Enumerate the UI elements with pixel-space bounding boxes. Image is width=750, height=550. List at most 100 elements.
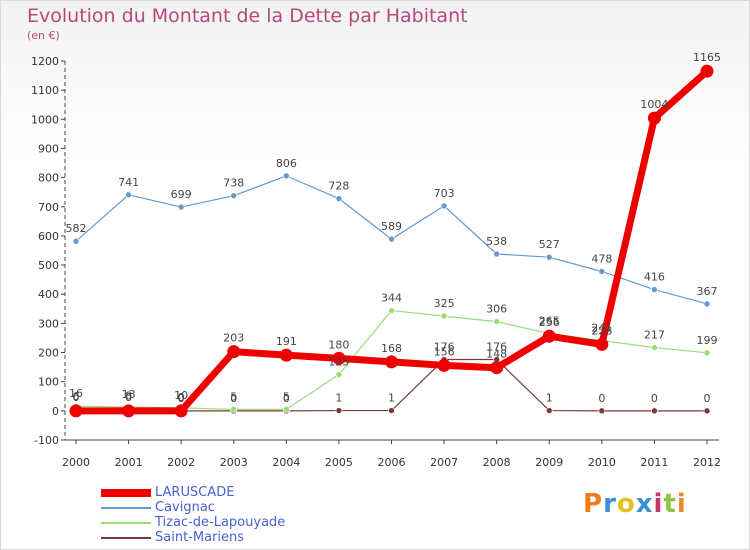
legend-label: LARUSCADE <box>155 485 235 500</box>
data-label-cavignac: 582 <box>66 222 87 235</box>
data-label-saint-mariens: 0 <box>283 392 290 405</box>
x-tick-label: 2010 <box>588 456 616 469</box>
x-tick-label: 2006 <box>378 456 406 469</box>
legend-label: Cavignac <box>155 500 215 515</box>
logo-letter: r <box>603 489 617 519</box>
x-tick-label: 2002 <box>167 456 195 469</box>
data-point-tizac-de-lapouyade <box>335 371 343 378</box>
y-tick-label: 900 <box>38 142 59 155</box>
data-label-saint-mariens: 8 <box>125 390 132 403</box>
data-point-laruscade <box>332 351 346 365</box>
legend-swatch <box>101 506 151 509</box>
data-point-laruscade <box>174 404 188 418</box>
data-label-tizac-de-lapouyade: 344 <box>381 292 402 305</box>
data-label-saint-mariens: 0 <box>704 392 711 405</box>
data-point-laruscade <box>122 404 136 418</box>
data-label-laruscade: 0 <box>178 391 185 404</box>
y-tick-label: 700 <box>38 201 59 214</box>
legend-item-cavignac: Cavignac <box>101 500 285 515</box>
data-label-laruscade: 168 <box>381 342 402 355</box>
data-point-cavignac <box>440 202 448 210</box>
logo-letter: P <box>583 489 604 519</box>
data-label-saint-mariens: 1 <box>388 392 395 405</box>
x-tick-label: 2003 <box>220 456 248 469</box>
legend-swatch <box>101 521 151 524</box>
logo-letter: i <box>676 489 687 519</box>
y-tick-label: 0 <box>52 405 59 418</box>
data-point-tizac-de-lapouyade <box>440 312 448 320</box>
data-point-laruscade <box>542 329 556 343</box>
data-label-tizac-de-lapouyade: 13 <box>122 388 136 401</box>
data-label-cavignac: 589 <box>381 220 402 233</box>
data-label-laruscade: 256 <box>539 316 560 329</box>
data-label-cavignac: 527 <box>539 238 560 251</box>
data-label-saint-mariens: 0 <box>230 392 237 405</box>
chart-title: Evolution du Montant de la Dette par Hab… <box>27 5 468 27</box>
data-label-cavignac: 728 <box>328 180 349 193</box>
x-tick-label: 2008 <box>483 456 511 469</box>
x-tick-label: 2001 <box>115 456 143 469</box>
data-point-cavignac <box>72 237 80 245</box>
data-label-laruscade: 1165 <box>693 51 721 64</box>
data-point-saint-mariens <box>703 407 711 415</box>
logo-letter: o <box>616 489 636 519</box>
y-tick-label: -100 <box>34 434 59 447</box>
data-label-tizac-de-lapouyade: 10 <box>174 389 188 402</box>
data-point-laruscade <box>700 64 714 78</box>
y-tick-label: 200 <box>38 347 59 360</box>
y-tick-label: 600 <box>38 230 59 243</box>
data-point-tizac-de-lapouyade <box>283 406 290 413</box>
legend: LARUSCADE Cavignac Tizac-de-Lapouyade Saint… <box>101 485 285 545</box>
data-point-saint-mariens <box>388 407 395 414</box>
data-label-saint-mariens: 1 <box>546 392 553 405</box>
data-label-tizac-de-lapouyade: 241 <box>591 322 612 335</box>
y-tick-label: 300 <box>38 317 59 330</box>
data-point-cavignac <box>125 191 132 199</box>
data-label-cavignac: 699 <box>171 188 192 201</box>
data-label-tizac-de-lapouyade: 325 <box>434 297 455 310</box>
y-tick-label: 100 <box>38 376 59 389</box>
proxiti-logo: Proxiti <box>583 489 687 519</box>
data-point-tizac-de-lapouyade <box>388 307 395 314</box>
y-tick-label: 800 <box>38 172 59 185</box>
data-point-cavignac <box>230 192 238 199</box>
data-label-saint-mariens: 6 <box>73 390 80 403</box>
data-point-saint-mariens <box>545 407 553 414</box>
x-tick-label: 2004 <box>272 456 300 469</box>
data-point-tizac-de-lapouyade <box>651 344 658 351</box>
data-point-tizac-de-lapouyade <box>703 349 711 357</box>
data-label-saint-mariens: 176 <box>434 341 455 354</box>
y-tick-label: 400 <box>38 288 59 301</box>
data-label-saint-mariens: 0 <box>598 392 605 405</box>
data-label-tizac-de-lapouyade: 199 <box>697 334 718 347</box>
data-label-cavignac: 703 <box>434 187 455 200</box>
y-tick-label: 500 <box>38 259 59 272</box>
data-label-tizac-de-lapouyade: 5 <box>230 390 237 403</box>
data-label-laruscade: 156 <box>434 345 455 358</box>
data-label-cavignac: 367 <box>697 285 718 298</box>
legend-item-laruscade: LARUSCADE <box>101 485 285 500</box>
y-tick-label: 1200 <box>31 55 59 68</box>
data-label-laruscade: 148 <box>486 348 507 361</box>
data-point-cavignac <box>598 268 606 275</box>
x-tick-label: 2007 <box>430 456 458 469</box>
data-label-saint-mariens: 176 <box>486 341 507 354</box>
data-label-laruscade: 191 <box>276 335 297 348</box>
x-tick-label: 2009 <box>535 456 563 469</box>
chart-subtitle: (en €) <box>27 29 60 42</box>
legend-label: Saint-Mariens <box>155 530 245 545</box>
data-label-tizac-de-lapouyade: 265 <box>539 315 560 328</box>
y-tick-label: 1000 <box>31 113 59 126</box>
legend-item-tizac-de-lapouyade: Tizac-de-Lapouyade <box>101 515 285 530</box>
data-point-cavignac <box>703 300 711 308</box>
data-label-cavignac: 741 <box>118 176 139 189</box>
data-label-saint-mariens: 0 <box>178 392 185 405</box>
data-point-cavignac <box>493 250 500 258</box>
y-tick-label: 1100 <box>31 84 59 97</box>
x-tick-label: 2005 <box>325 456 353 469</box>
data-label-laruscade: 180 <box>328 338 349 351</box>
data-label-cavignac: 738 <box>223 177 244 190</box>
legend-item-saint-mariens: Saint-Mariens <box>101 530 285 545</box>
data-label-laruscade: 203 <box>223 332 244 345</box>
